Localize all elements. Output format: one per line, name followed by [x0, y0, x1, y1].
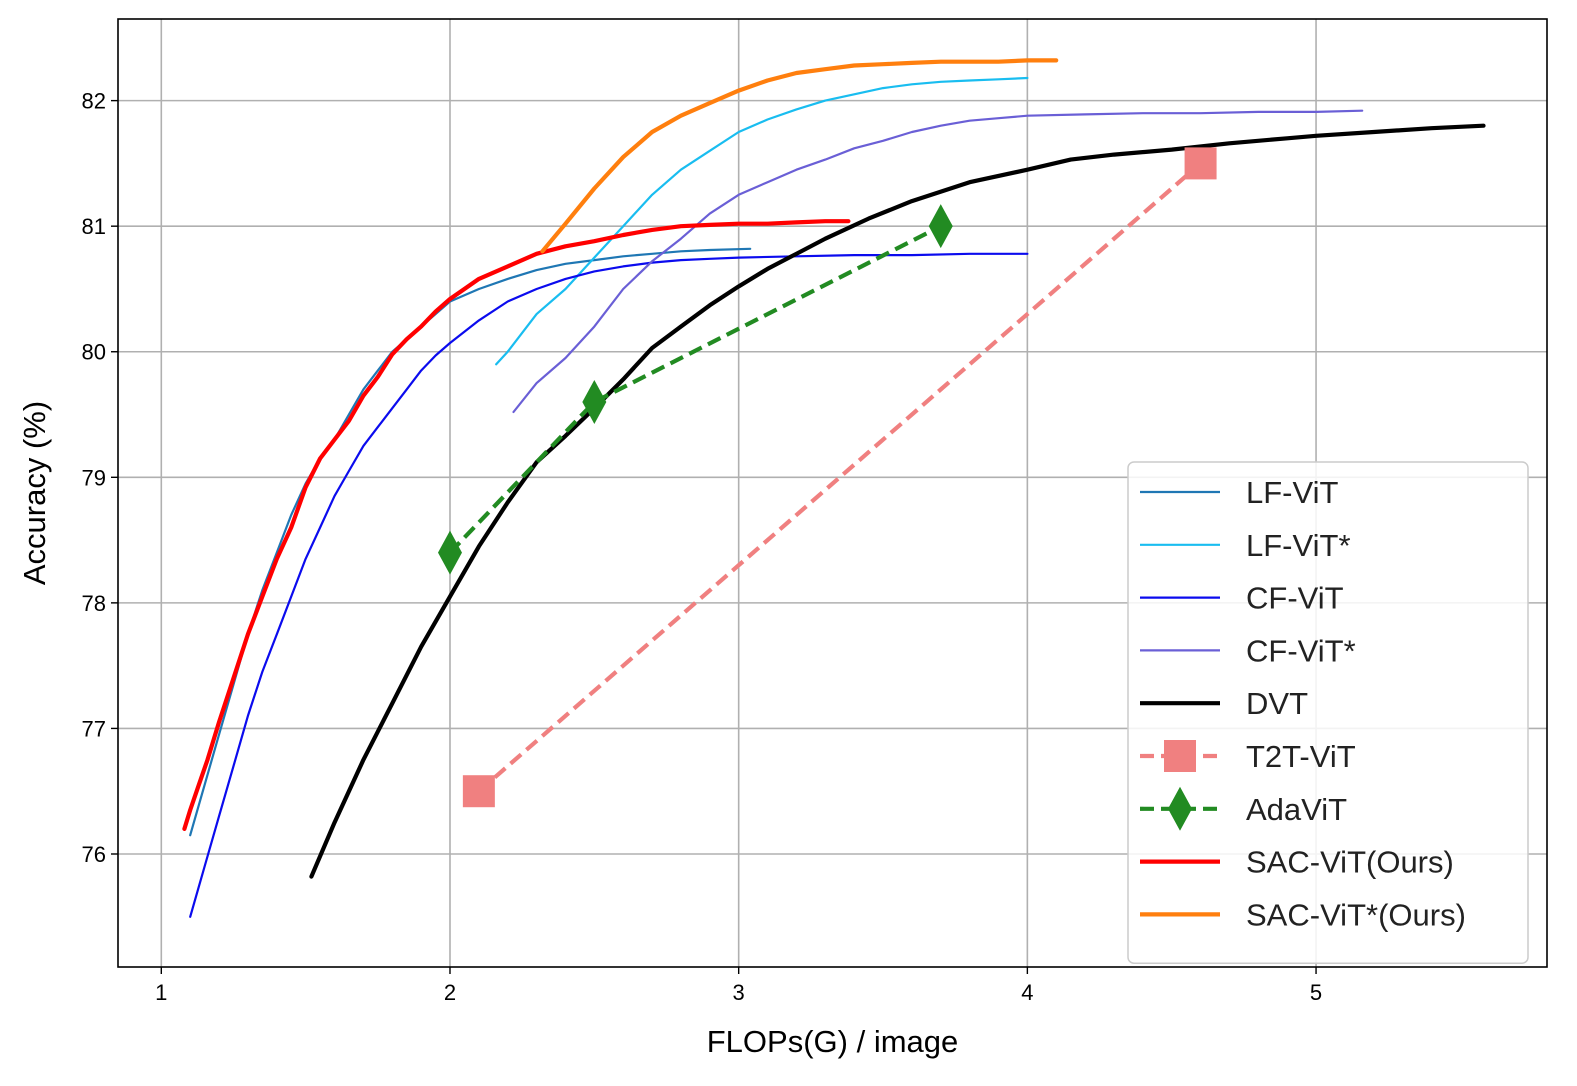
legend-label-sac-vit-ours: SAC-ViT*(Ours)	[1246, 897, 1466, 932]
x-tick-label: 2	[444, 980, 456, 1005]
y-tick-label: 78	[82, 591, 106, 616]
legend-box	[1127, 461, 1529, 964]
series-line-sac-vit-ours	[182, 219, 851, 832]
x-axis-label: FLOPs(G) / image	[707, 1024, 959, 1059]
series-markers	[437, 147, 1217, 808]
legend-label-lf-vit: LF-ViT	[1246, 475, 1339, 510]
y-tick-label: 79	[82, 465, 106, 490]
legend-label-adavit: AdaViT	[1246, 792, 1347, 827]
data-point-adavit	[928, 204, 953, 249]
legend: LF-ViT LF-ViT* CF-ViT CF-ViT* DVT T2T-ViT AdaV…	[1127, 461, 1529, 964]
series-line-sac-vit-ours	[540, 58, 1059, 254]
y-axis-label: Accuracy (%)	[17, 401, 52, 585]
series-line-adavit	[448, 224, 942, 555]
x-tick-label: 3	[733, 980, 745, 1005]
data-point-adavit	[582, 379, 607, 424]
legend-label-dvt: DVT	[1246, 686, 1308, 721]
y-tick-label: 82	[82, 89, 106, 114]
x-tick-label: 1	[155, 980, 167, 1005]
legend-label-cf-vit: CF-ViT*	[1246, 633, 1356, 668]
x-tick-label: 5	[1310, 980, 1322, 1005]
series-line-dvt	[309, 123, 1486, 879]
data-point-adavit	[437, 530, 462, 575]
legend-label-lf-vit: LF-ViT*	[1246, 528, 1351, 563]
legend-label-sac-vit-ours: SAC-ViT(Ours)	[1246, 845, 1454, 880]
series-line-cf-vit	[512, 109, 1364, 414]
x-tick-label: 4	[1021, 980, 1033, 1005]
y-tick-label: 81	[82, 214, 106, 239]
axis-ticks: 1 2 3 4 5 76 77 78 79 80 81 82	[82, 89, 1323, 1005]
series-line-cf-vit	[189, 252, 1029, 918]
y-tick-label: 77	[82, 716, 106, 741]
data-point-t2t-vit	[462, 775, 495, 808]
y-tick-label: 80	[82, 340, 106, 365]
legend-marker-t2t-vit	[1164, 740, 1196, 772]
series-line-t2t-vit	[477, 161, 1202, 793]
y-tick-label: 76	[82, 842, 106, 867]
legend-marker-adavit	[1168, 786, 1192, 831]
data-point-t2t-vit	[1184, 147, 1217, 180]
legend-label-t2t-vit: T2T-ViT	[1246, 739, 1356, 774]
legend-label-cf-vit: CF-ViT	[1246, 581, 1344, 616]
series-lines	[182, 58, 1486, 918]
plot-area-frame	[117, 18, 1548, 968]
series-line-lf-vit	[495, 76, 1029, 366]
